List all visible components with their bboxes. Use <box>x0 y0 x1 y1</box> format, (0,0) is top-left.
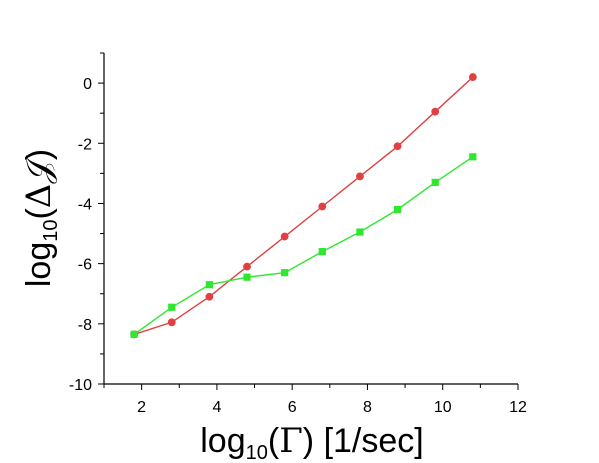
x-tick-label: 10 <box>434 399 452 416</box>
data-point-square <box>168 303 176 311</box>
data-point-square <box>393 205 402 214</box>
data-point-square <box>243 273 251 281</box>
data-point-square <box>281 269 289 277</box>
y-tick-label: -4 <box>78 196 92 213</box>
axes: 0 -2 -4 -6 -8 -10 2 4 6 8 10 12 <box>69 52 527 416</box>
data-point-circle <box>167 318 176 327</box>
y-tick-label: -8 <box>78 317 92 334</box>
x-axis-title: log10(Γ) [1/sec] <box>200 421 423 463</box>
y-tick-label: -2 <box>78 136 92 153</box>
data-point-square <box>356 228 364 236</box>
data-point-square <box>318 248 326 256</box>
x-tick-label: 4 <box>212 399 221 416</box>
data-point-circle <box>280 232 289 241</box>
series-line <box>133 76 474 336</box>
data-point-square <box>431 178 439 186</box>
data-point-circle <box>243 262 251 271</box>
data-point-square <box>469 153 477 161</box>
series-2 <box>130 153 477 338</box>
y-tick-label: -10 <box>69 377 92 394</box>
data-point-circle <box>318 202 327 211</box>
data-point-circle <box>468 73 477 81</box>
y-tick-label: 0 <box>83 76 92 93</box>
series-layer <box>130 73 477 339</box>
data-point-circle <box>431 107 440 116</box>
x-tick-label: 8 <box>363 399 372 416</box>
x-tick-label: 6 <box>288 399 297 416</box>
data-point-circle <box>205 292 214 301</box>
x-tick-label: 12 <box>509 399 527 416</box>
y-tick-label: -6 <box>78 257 92 274</box>
y-axis-title: log10(Δ𝒥) <box>19 149 62 287</box>
data-point-circle <box>356 172 364 181</box>
data-point-square <box>130 330 138 338</box>
data-point-square <box>205 281 213 289</box>
data-point-circle <box>393 142 402 151</box>
x-tick-label: 2 <box>137 399 146 416</box>
series-1 <box>130 73 477 339</box>
series-line <box>133 156 474 335</box>
